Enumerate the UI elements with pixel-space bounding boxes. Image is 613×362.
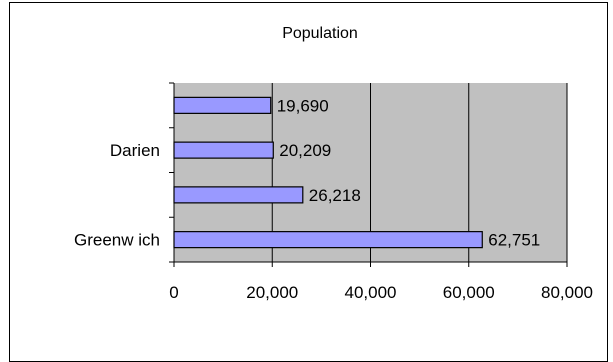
chart-title: Population [282, 25, 358, 42]
category-label: Greenw ich [74, 231, 160, 250]
data-label: 19,690 [277, 96, 329, 115]
data-label: 20,209 [279, 141, 331, 160]
plot-area: 0 20,000 40,000 60,000 80,000 62,751 Greenw ic… [74, 82, 593, 302]
category-label: Darien [110, 141, 160, 160]
x-tick-label: 20,000 [246, 283, 298, 302]
bar [173, 231, 483, 249]
data-label: 26,218 [309, 186, 361, 205]
x-tick-label: 40,000 [345, 283, 397, 302]
x-tick-label: 0 [169, 283, 178, 302]
bar [173, 141, 274, 159]
bar [173, 186, 304, 204]
x-tick-label: 60,000 [443, 283, 495, 302]
bar-chart: Population 0 20,000 40,000 60,000 80,000 62,7… [74, 25, 593, 302]
data-label: 62,751 [488, 231, 540, 250]
bar [173, 96, 272, 114]
x-tick-label: 80,000 [541, 283, 593, 302]
